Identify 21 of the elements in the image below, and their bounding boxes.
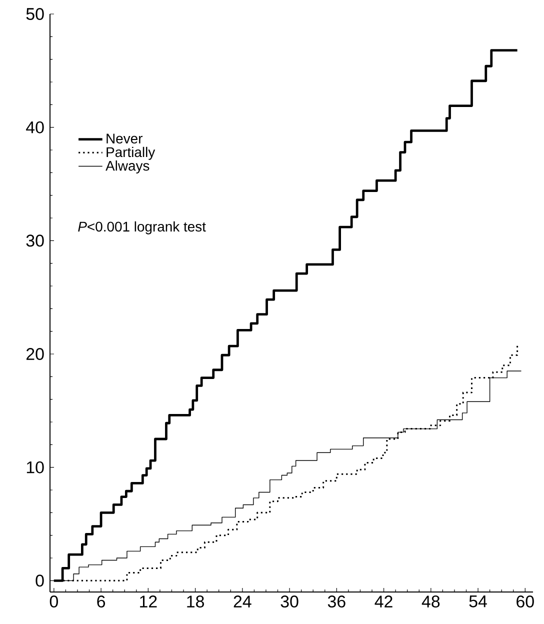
x-tick-label: 6 [97,596,106,608]
y-tick-label: 20 [26,348,44,360]
x-tick-label: 36 [328,596,346,608]
legend-label: Always [106,160,150,174]
x-tick-label: 30 [280,596,298,608]
y-tick-label: 50 [26,8,44,20]
legend-label: Partially [106,146,156,160]
y-tick-label: 0 [36,574,44,587]
x-tick-label: 60 [516,596,534,608]
y-tick-label: 10 [26,461,44,474]
legend-label: Never [106,134,143,144]
x-tick-label: 12 [140,596,157,608]
x-tick-label: 54 [469,596,487,608]
x-tick-label: 42 [374,596,392,608]
x-tick-label: 0 [50,596,58,608]
y-tick-label: 30 [26,234,44,247]
x-tick-label: 24 [234,596,252,608]
x-tick-label: 18 [187,596,204,608]
annotation: P<0.001 logrank test [78,221,206,234]
x-tick-label: 48 [422,596,440,608]
y-tick-label: 40 [26,121,44,134]
